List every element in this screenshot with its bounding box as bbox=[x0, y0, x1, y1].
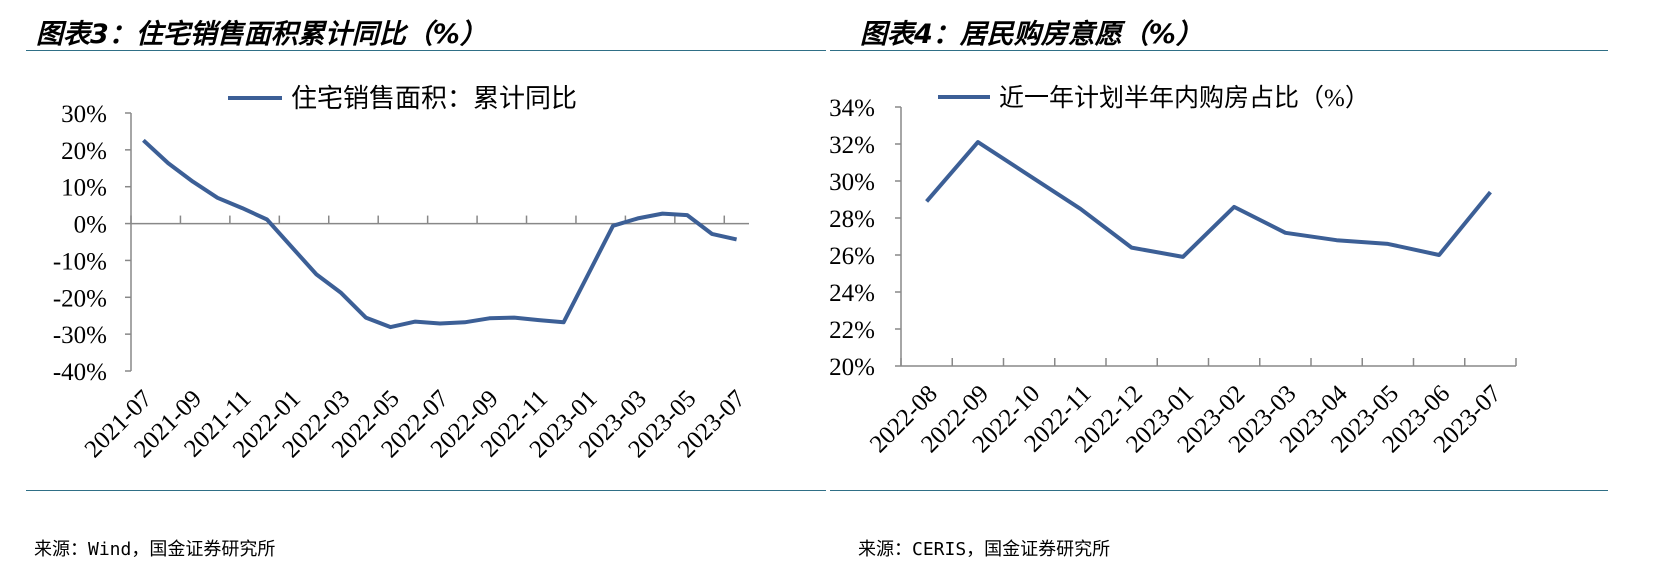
source-note: 来源：Wind，国金证券研究所 bbox=[34, 535, 275, 561]
series-line bbox=[143, 140, 736, 327]
y-tick-label: 22% bbox=[830, 317, 875, 344]
source-rule bbox=[830, 490, 1608, 491]
y-tick-label: 30% bbox=[830, 169, 875, 196]
y-tick-label: -20% bbox=[53, 285, 107, 312]
y-tick-label: -10% bbox=[53, 248, 107, 275]
legend-label: 住宅销售面积：累计同比 bbox=[291, 84, 577, 113]
chart-title: 图表4：居民购房意愿（%） bbox=[860, 12, 1203, 51]
y-tick-label: 28% bbox=[830, 206, 875, 233]
left-panel: 图表3：住宅销售面积累计同比（%） 30% 20% 10% 0% -10% -20% -30… bbox=[0, 0, 830, 557]
y-tick-label: 24% bbox=[830, 280, 875, 307]
line-chart-residential-sales: 30%20%10%0%-10%-20%-30%-40%2021-072021-0… bbox=[0, 50, 830, 530]
y-tick-label: 20% bbox=[61, 138, 107, 165]
y-tick-label: 10% bbox=[61, 175, 107, 202]
y-tick-label: -30% bbox=[53, 322, 107, 349]
source-rule bbox=[26, 490, 826, 491]
source-note: 来源：CERIS，国金证券研究所 bbox=[858, 535, 1110, 561]
line-chart-purchase-intention: 34%32%30%28%26%24%22%20%2022-082022-0920… bbox=[830, 50, 1664, 530]
y-tick-label: 30% bbox=[61, 101, 107, 128]
legend-label: 近一年计划半年内购房占比（%） bbox=[999, 84, 1370, 112]
right-panel: 图表4：居民购房意愿（%） 34%32%30%28%26%24%22%20%20… bbox=[830, 0, 1664, 557]
y-tick-label: -40% bbox=[53, 359, 107, 386]
chart-title: 图表3：住宅销售面积累计同比（%） bbox=[36, 12, 487, 51]
y-tick-label: 20% bbox=[830, 354, 875, 381]
series-line bbox=[927, 142, 1491, 257]
y-tick-label: 32% bbox=[830, 132, 875, 159]
y-tick-label: 26% bbox=[830, 243, 875, 270]
y-tick-label: 0% bbox=[74, 212, 107, 239]
y-tick-label: 34% bbox=[830, 95, 875, 122]
